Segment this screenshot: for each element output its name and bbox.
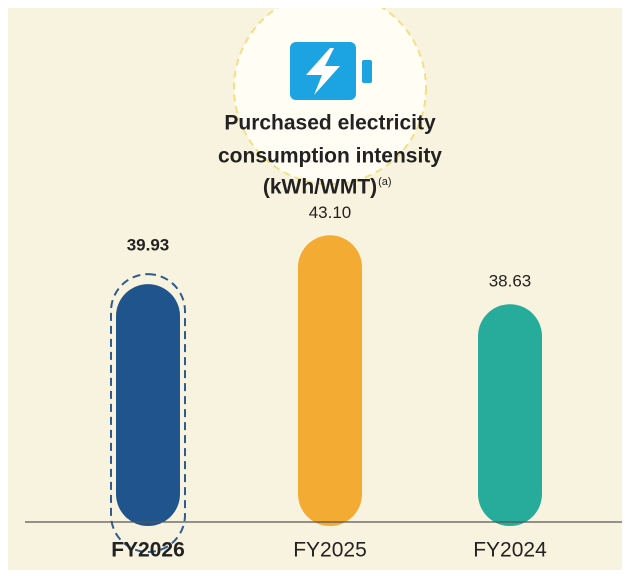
highlight-outline <box>110 273 186 553</box>
bar <box>478 304 542 526</box>
value-label: 39.93 <box>127 236 170 255</box>
chart-title: consumption intensity <box>218 145 442 168</box>
battery-icon <box>290 42 372 100</box>
x-tick-label: FY2025 <box>293 539 367 562</box>
x-tick-label: FY2026 <box>111 539 185 562</box>
title-note: (a) <box>378 176 391 188</box>
x-tick-label: FY2024 <box>473 539 547 562</box>
chart-title: Purchased electricity <box>224 112 436 135</box>
bar <box>298 235 362 526</box>
bar <box>116 284 180 526</box>
value-label: 43.10 <box>309 203 352 222</box>
value-label: 38.63 <box>489 272 532 291</box>
chart-title: (kWh/WMT) <box>263 176 377 199</box>
